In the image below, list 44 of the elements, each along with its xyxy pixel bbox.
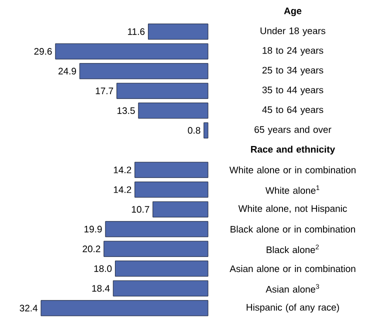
bar: [55, 43, 208, 60]
data-label: 19.9: [84, 226, 102, 232]
data-label: 18.0: [94, 265, 112, 272]
y-tick-label: White alone, not Hispanic: [238, 204, 347, 214]
data-label: 13.5: [118, 107, 135, 114]
y-tick-label: Age: [284, 8, 302, 16]
data-label: 17.7: [96, 88, 114, 94]
bar: [138, 102, 208, 119]
bar: [79, 63, 208, 80]
data-label: 14.2: [114, 186, 132, 193]
bar: [114, 260, 208, 277]
y-tick-label: 25 to 34 years: [262, 66, 324, 76]
data-label: 20.2: [82, 246, 100, 252]
y-tick-label: Asian alone$^{3}$: [266, 284, 320, 293]
data-label: 11.6: [128, 28, 145, 35]
y-tick-label: White alone or in combination: [229, 166, 356, 174]
bar: [105, 221, 208, 238]
data-label: 14.2: [114, 166, 132, 174]
data-label: 0.8: [188, 127, 200, 134]
data-label: 18.4: [92, 285, 110, 292]
data-label: 32.4: [20, 304, 38, 312]
y-tick-label: 65 years and over: [254, 126, 332, 135]
bar: [112, 280, 208, 296]
bar: [204, 122, 208, 138]
y-tick-label: Race and ethnicity: [251, 146, 336, 155]
data-label: 10.7: [132, 206, 150, 213]
y-tick-label: Black alone or in combination: [230, 226, 356, 233]
bar: [104, 240, 208, 257]
y-tick-label: 18 to 24 years: [262, 47, 324, 56]
bar: [134, 182, 208, 198]
data-label: 29.6: [34, 48, 52, 55]
y-tick-label: Black alone$^{2}$: [266, 244, 319, 254]
bar: [116, 82, 208, 99]
bar: [40, 300, 208, 316]
y-tick-label: Asian alone or in combination: [230, 265, 356, 272]
y-tick-label: Hispanic (of any race): [246, 304, 339, 313]
data-label: 24.9: [58, 68, 76, 74]
bar: [134, 162, 208, 178]
bar: [152, 201, 208, 218]
y-tick-label: 45 to 64 years: [262, 106, 324, 115]
bar: [148, 24, 208, 40]
y-tick-label: White alone$^{1}$: [265, 185, 320, 194]
y-tick-label: 35 to 44 years: [262, 86, 324, 96]
y-tick-label: Under 18 years: [260, 27, 326, 36]
